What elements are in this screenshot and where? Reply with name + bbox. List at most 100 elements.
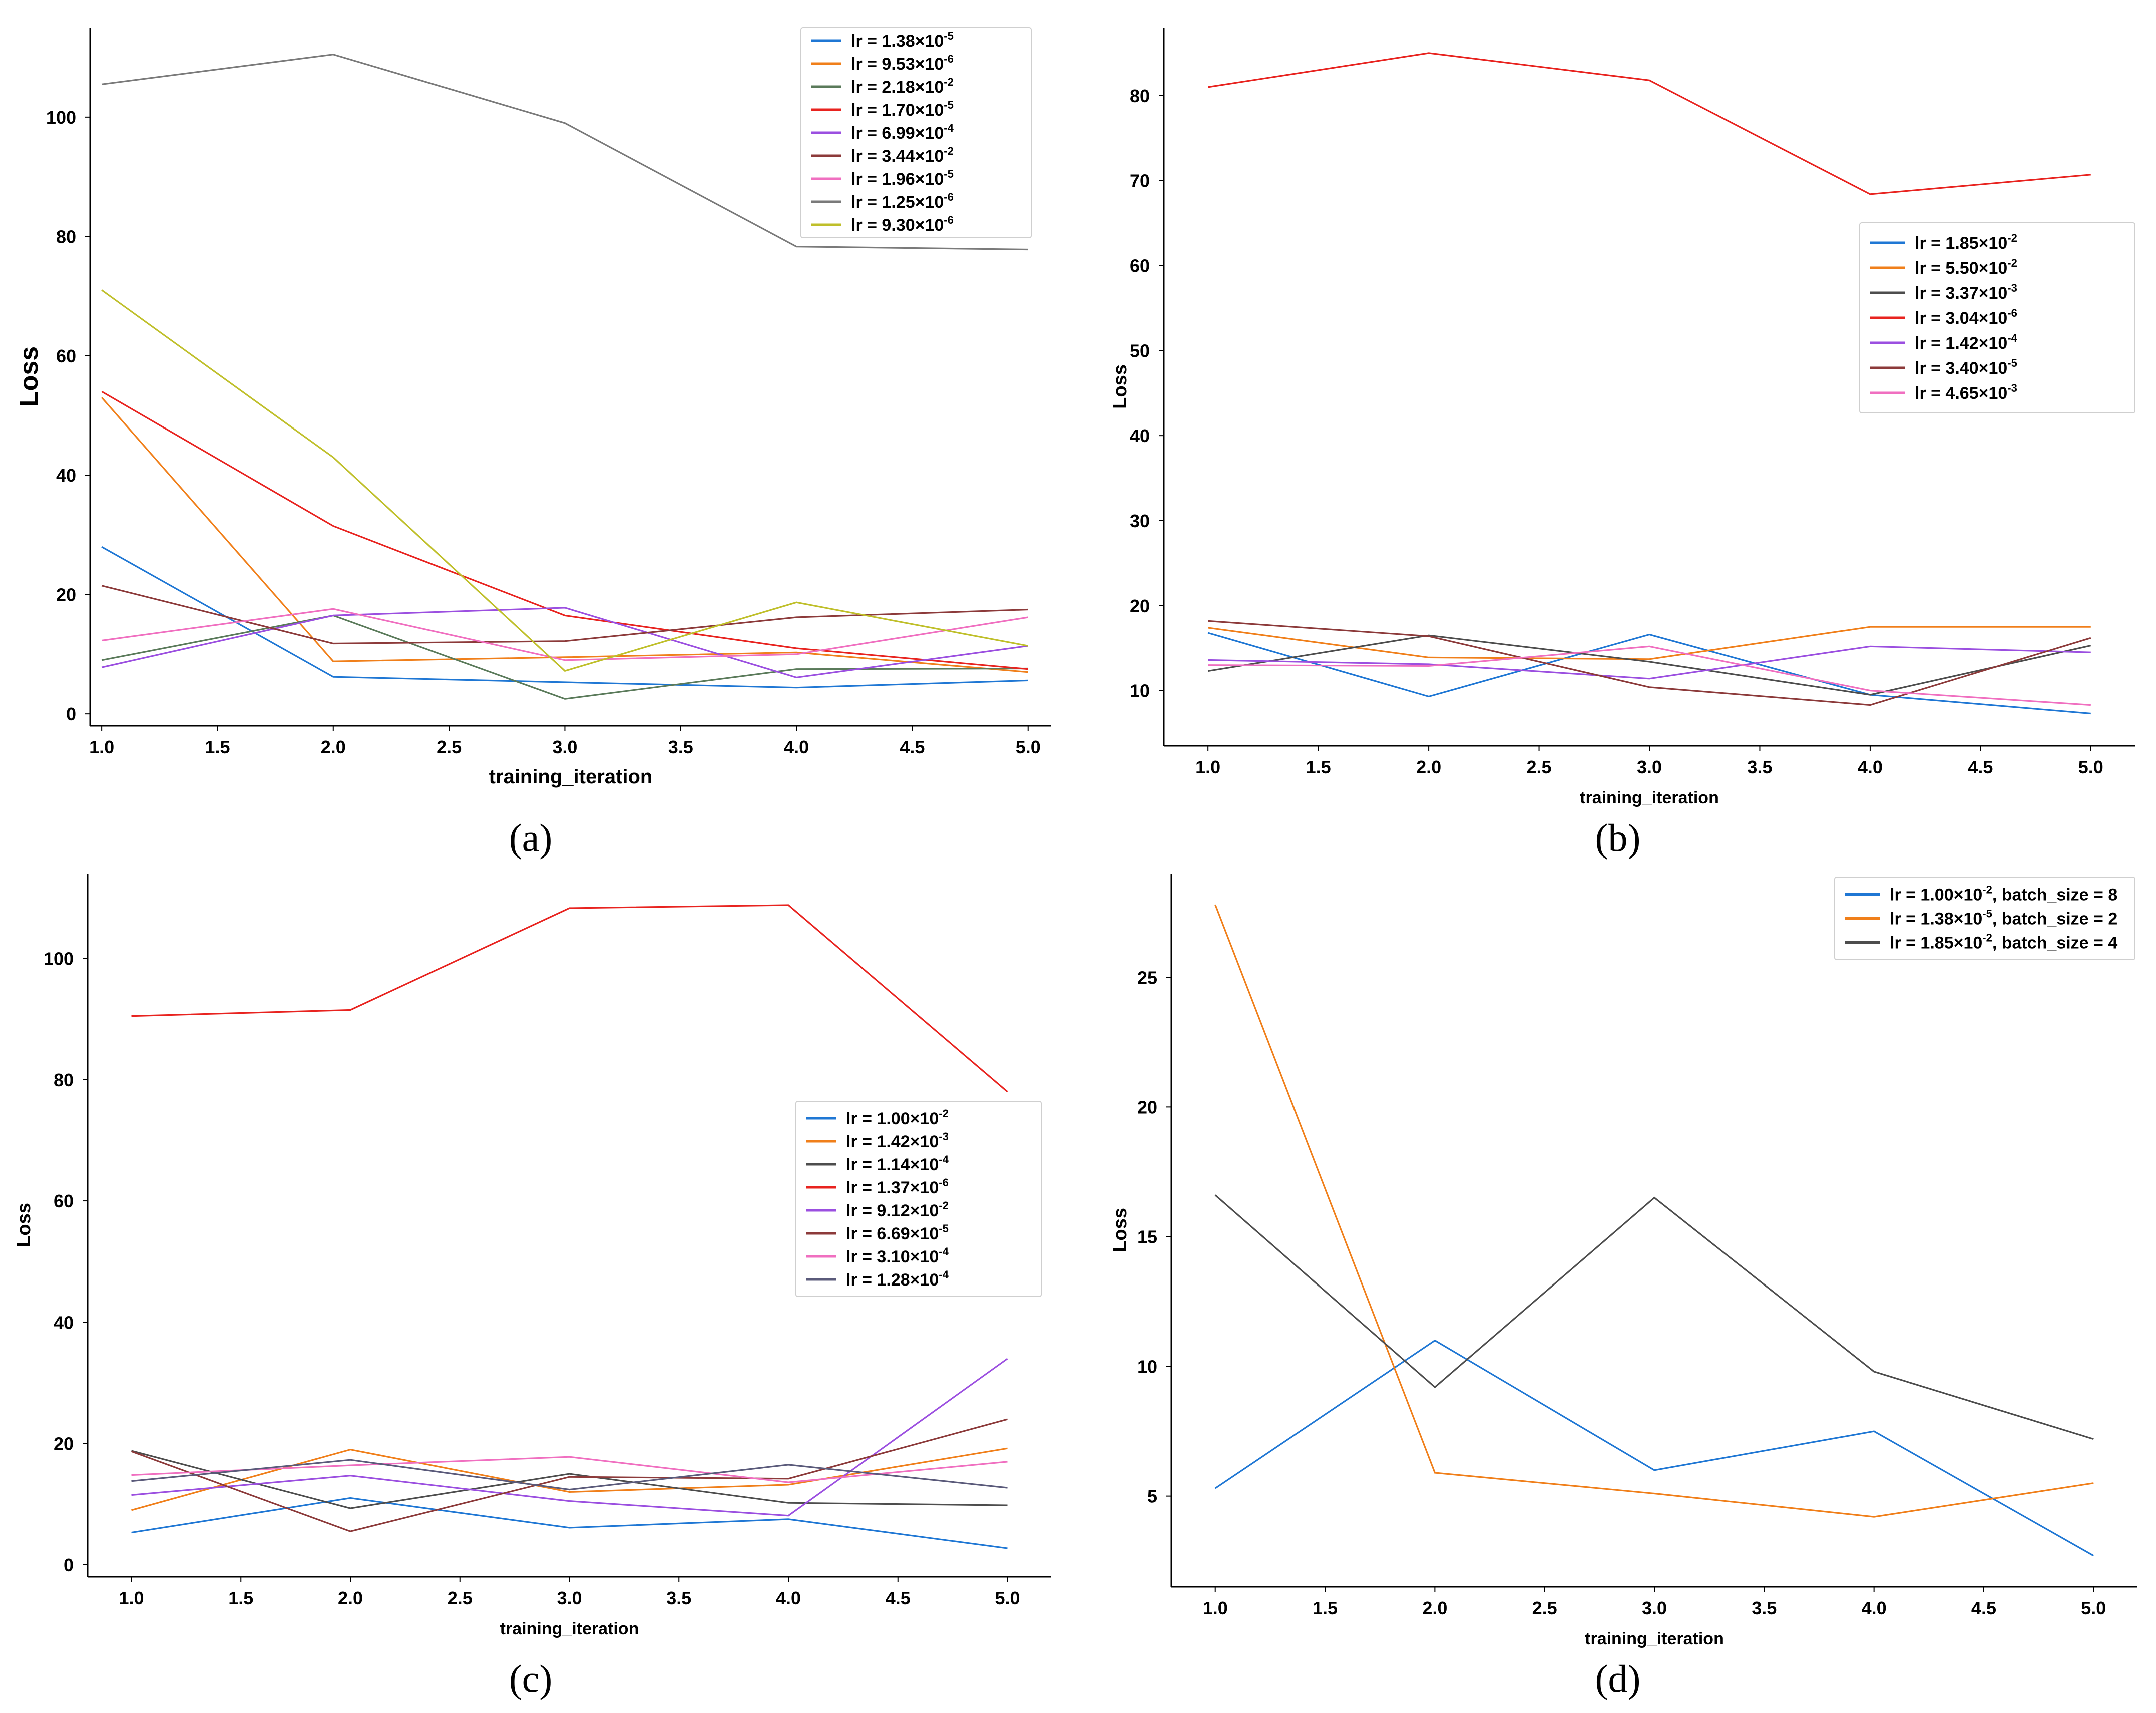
chart-1-legend-entry: lr = 3.44×10-2 [851,145,954,166]
chart-2-y-tick-label: 30 [1130,511,1150,531]
chart-4-y-tick-label: 10 [1137,1357,1157,1377]
chart-1-x-tick-label: 1.5 [205,737,230,757]
chart-3-legend-entry: lr = 1.14×10-4 [846,1153,949,1174]
chart-3-y-tick-label: 80 [54,1070,74,1090]
chart-2-y-tick-label: 60 [1130,256,1150,276]
chart-1-y-tick-label: 80 [56,226,76,247]
chart-1-y-tick-label: 20 [56,585,76,605]
chart-4-x-tick-label: 2.5 [1532,1598,1557,1618]
chart-4-x-tick-label: 2.0 [1422,1598,1447,1618]
chart-4-y-tick-label: 25 [1137,967,1157,988]
chart-2-legend-entry: lr = 3.37×10-3 [1915,282,2017,303]
chart-2-x-axis-label: training_iteration [1580,788,1719,807]
chart-1-series-line-9 [101,289,1028,672]
chart-1-legend-entry: lr = 2.18×10-2 [851,76,954,97]
chart-2-series-line-4 [1207,52,2091,195]
chart-3-y-tick-label: 0 [64,1555,74,1575]
chart-2-legend-entry: lr = 5.50×10-2 [1915,257,2017,278]
chart-1-y-tick-label: 0 [66,704,76,724]
chart-2-y-tick-label: 80 [1130,86,1150,106]
chart-3-x-tick-label: 3.0 [557,1588,582,1608]
chart-2-y-tick-label: 70 [1130,171,1150,191]
chart-4-y-tick-label: 20 [1137,1097,1157,1117]
chart-4-x-tick-label: 4.0 [1862,1598,1887,1618]
chart-2-y-tick-label: 20 [1130,596,1150,616]
chart-3-series-line-1 [131,1497,1008,1549]
panel-d: 1.0 1.5 2.0 2.5 3.0 3.5 4.0 4.5 5.0 5 10 15 20 25 trai… [1110,874,2137,1700]
chart-2-x-tick-label: 3.5 [1747,757,1772,777]
chart-2-y-tick-label: 40 [1130,425,1150,446]
chart-2-series-line-2 [1207,626,2091,660]
chart-3-y-tick-label: 20 [54,1434,74,1454]
chart-4-legend-entry: lr = 1.00×10-2, batch_size = 8 [1890,884,2117,905]
chart-4-legend: lr = 1.00×10-2, batch_size = 8 lr = 1.38×… [1834,877,2135,960]
chart-3-x-tick-label: 4.5 [886,1588,911,1608]
chart-1-y-axis-label: Loss [15,346,44,407]
chart-3-legend-entry: lr = 3.10×10-4 [846,1245,949,1266]
chart-3-x-tick-label: 2.5 [448,1588,473,1608]
chart-2-legend-entry: lr = 3.40×10-5 [1915,357,2017,378]
chart-4-x-tick-label: 1.0 [1203,1598,1228,1618]
chart-1-x-tick-label: 4.5 [900,737,925,757]
chart-1-x-tick-label: 5.0 [1016,737,1041,757]
chart-4-y-tick-label: 15 [1137,1226,1157,1247]
chart-3-y-axis-label: Loss [14,1203,35,1247]
chart-1-x-tick-label: 1.0 [89,737,114,757]
chart-2-x-tick-label: 4.0 [1858,757,1883,777]
chart-1-series-line-7 [101,608,1028,661]
chart-4-x-tick-label: 3.0 [1642,1598,1667,1618]
chart-2-x-tick-label: 2.0 [1416,757,1441,777]
chart-1-series-line-5 [101,607,1028,679]
chart-4-series-line-1 [1214,1339,2094,1557]
chart-2-x-tick-label: 3.0 [1637,757,1662,777]
chart-4-series-line-3 [1214,1194,2094,1440]
chart-1-panel-label: (a) [509,816,553,860]
chart-1-x-tick-label: 4.0 [784,737,809,757]
chart-2-x-tick-label: 1.0 [1195,757,1220,777]
chart-1-series-line-3 [101,614,1028,700]
chart-3-legend-entry: lr = 1.42×10-3 [846,1130,949,1151]
chart-3-x-tick-label: 1.0 [119,1588,144,1608]
chart-4-x-tick-label: 3.5 [1752,1598,1777,1618]
chart-1-legend-frame [800,27,1032,238]
chart-1-legend-entry: lr = 1.96×10-5 [851,168,954,189]
chart-1-x-tick-label: 3.0 [552,737,577,757]
chart-1-x-tick-label: 2.0 [321,737,346,757]
chart-3-legend-entry: lr = 1.37×10-6 [846,1176,949,1197]
chart-1-series-line-2 [101,397,1028,673]
chart-1-x-axis-label: training_iteration [489,766,653,788]
chart-3-y-tick-label: 100 [44,949,74,969]
chart-2-x-tick-label: 5.0 [2078,757,2103,777]
chart-2-y-tick-label: 10 [1130,681,1150,701]
chart-2-legend-entry: lr = 3.04×10-6 [1915,307,2017,328]
chart-1-legend-entry: lr = 9.30×10-6 [851,214,954,235]
chart-2-y-tick-label: 50 [1130,340,1150,361]
chart-3-x-tick-label: 3.5 [666,1588,691,1608]
chart-3-legend-entry: lr = 1.00×10-2 [846,1107,949,1128]
chart-3-series-line-8 [131,1459,1008,1491]
chart-1-legend-entry: lr = 6.99×10-4 [851,122,954,143]
chart-2-x-tick-label: 1.5 [1306,757,1331,777]
chart-4-panel-label: (d) [1595,1657,1641,1700]
chart-1-series-line-4 [101,390,1028,670]
chart-3-series-line-6 [131,1418,1008,1532]
chart-2-x-tick-label: 2.5 [1527,757,1552,777]
chart-2-legend-frame [1859,222,2135,413]
chart-2-y-axis-label: Loss [1110,364,1131,409]
chart-2-legend-entry: lr = 1.85×10-2 [1915,232,2017,253]
panel-a: 1.0 1.5 2.0 2.5 3.0 3.5 4.0 4.5 5.0 0 20 40 60 80 100 t… [15,27,1051,860]
chart-3-x-tick-label: 5.0 [995,1588,1020,1608]
chart-2-legend: lr = 1.85×10-2 lr = 5.50×10-2 lr = 3.37×10… [1859,222,2135,413]
chart-3-y-tick-label: 60 [54,1191,74,1211]
chart-1-x-tick-label: 3.5 [668,737,693,757]
chart-4-x-tick-label: 4.5 [1971,1598,1996,1618]
panel-b: 1.0 1.5 2.0 2.5 3.0 3.5 4.0 4.5 5.0 10 20 30 40 50 60 7… [1110,28,2135,860]
chart-3-panel-label: (c) [509,1657,553,1700]
chart-2-series-line-3 [1207,634,2091,696]
chart-3-x-axis-label: training_iteration [500,1619,639,1638]
chart-3-legend-entry: lr = 1.28×10-4 [846,1268,949,1290]
chart-4-legend-frame [1834,877,2135,960]
chart-1-series-line-6 [101,585,1028,645]
chart-1-series-line-1 [101,546,1028,689]
